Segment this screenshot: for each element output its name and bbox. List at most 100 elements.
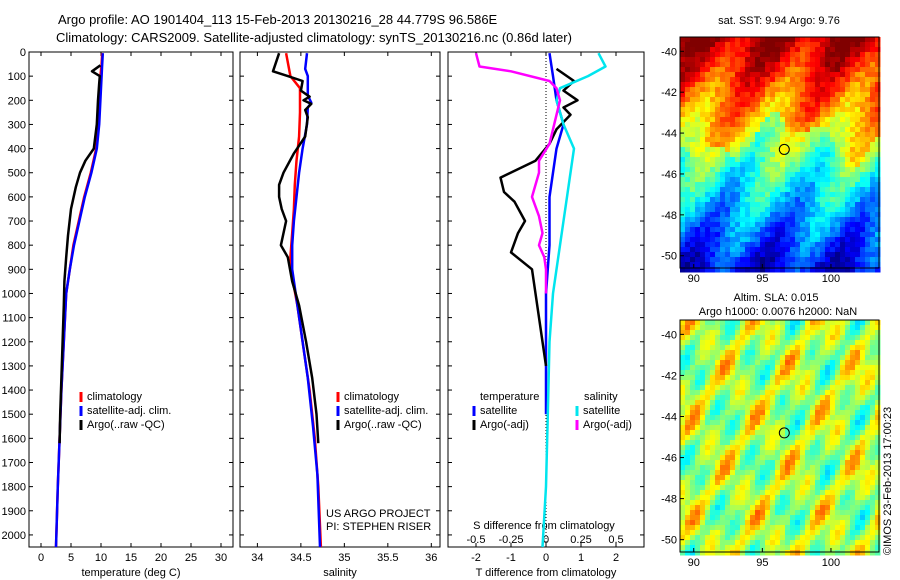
map-cell — [815, 232, 821, 238]
map-cell — [860, 520, 866, 526]
map-cell — [730, 252, 736, 258]
map-cell — [775, 52, 781, 58]
map-cell — [685, 167, 691, 173]
map-cell — [750, 182, 756, 188]
map-cell — [690, 530, 696, 536]
map-cell — [800, 405, 806, 411]
map-cell — [740, 530, 746, 536]
map-cell — [795, 172, 801, 178]
map-cell — [825, 365, 831, 371]
map-cell — [815, 380, 821, 386]
map-cell — [730, 97, 736, 103]
map-cell — [850, 147, 856, 153]
map-cell — [795, 222, 801, 228]
map-cell — [840, 167, 846, 173]
map-cell — [770, 37, 776, 43]
map-cell — [735, 137, 741, 143]
map-cell — [790, 47, 796, 53]
map-cell — [765, 510, 771, 516]
map-cell — [705, 222, 711, 228]
map-cell — [760, 142, 766, 148]
map-cell — [860, 52, 866, 58]
map-cell — [860, 440, 866, 446]
map-cell — [735, 375, 741, 381]
map-cell — [815, 182, 821, 188]
sst-map-title: sat. SST: 9.94 Argo: 9.76 — [718, 15, 840, 27]
map-cell — [760, 162, 766, 168]
map-cell — [790, 345, 796, 351]
map-cell — [775, 450, 781, 456]
map-cell — [840, 92, 846, 98]
map-cell — [765, 375, 771, 381]
map-cell — [835, 157, 841, 163]
map-cell — [835, 57, 841, 63]
map-cell — [755, 510, 761, 516]
map-cell — [845, 112, 851, 118]
map-cell — [835, 530, 841, 536]
map-cell — [765, 37, 771, 43]
map-cell — [830, 52, 836, 58]
map-cell — [785, 242, 791, 248]
map-cell — [810, 550, 816, 556]
map-cell — [820, 510, 826, 516]
map-cell — [710, 142, 716, 148]
map-cell — [685, 485, 691, 491]
map-cell — [860, 122, 866, 128]
map-cell — [860, 325, 866, 331]
map-cell — [770, 480, 776, 486]
map-cell — [760, 122, 766, 128]
map-cell — [850, 177, 856, 183]
map-cell — [685, 390, 691, 396]
map-cell — [785, 82, 791, 88]
map-cell — [695, 385, 701, 391]
map-cell — [810, 147, 816, 153]
map-cell — [705, 42, 711, 48]
map-cell — [795, 330, 801, 336]
x-tick-label: 30 — [215, 552, 227, 564]
map-cell — [870, 435, 876, 441]
map-cell — [760, 325, 766, 331]
map-cell — [700, 257, 706, 263]
map-cell — [755, 97, 761, 103]
map-cell — [795, 152, 801, 158]
map-cell — [735, 365, 741, 371]
map-cell — [825, 52, 831, 58]
map-cell — [835, 47, 841, 53]
map-cell — [815, 237, 821, 243]
map-cell — [700, 102, 706, 108]
map-cell — [855, 490, 861, 496]
map-cell — [750, 500, 756, 506]
map-cell — [695, 500, 701, 506]
map-cell — [730, 385, 736, 391]
map-cell — [870, 400, 876, 406]
map-cell — [765, 107, 771, 113]
map-cell — [800, 77, 806, 83]
map-cell — [810, 430, 816, 436]
map-cell — [685, 480, 691, 486]
map-cell — [855, 460, 861, 466]
map-cell — [720, 325, 726, 331]
map-cell — [860, 157, 866, 163]
map-cell — [715, 550, 721, 556]
map-cell — [780, 345, 786, 351]
map-cell — [865, 117, 871, 123]
map-cell — [735, 52, 741, 58]
map-cell — [870, 207, 876, 213]
map-cell — [830, 247, 836, 253]
map-cell — [745, 162, 751, 168]
map-cell — [875, 345, 881, 351]
map-cell — [840, 267, 846, 273]
map-cell — [725, 440, 731, 446]
map-cell — [865, 475, 871, 481]
map-cell — [745, 520, 751, 526]
y-tick-label: 1900 — [2, 506, 26, 518]
map-cell — [710, 177, 716, 183]
map-cell — [780, 152, 786, 158]
map-cell — [760, 52, 766, 58]
map-cell — [860, 192, 866, 198]
map-cell — [795, 122, 801, 128]
map-cell — [730, 267, 736, 273]
map-cell — [740, 415, 746, 421]
map-cell — [730, 102, 736, 108]
map-cell — [805, 400, 811, 406]
